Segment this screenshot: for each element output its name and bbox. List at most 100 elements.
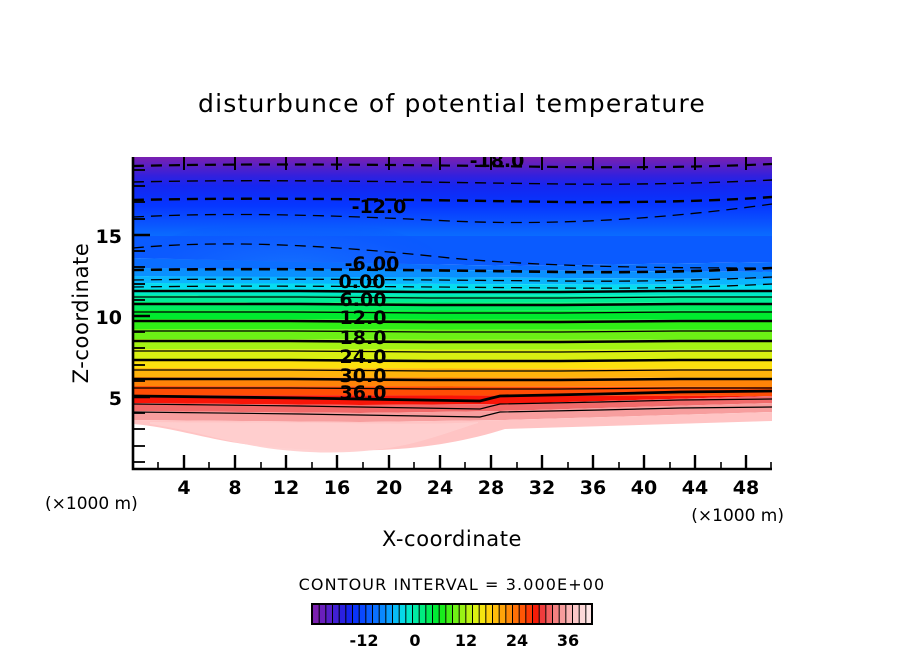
x-tick-labels: 4 8 12 16 20 24 28 32 36 40 44 48 — [177, 477, 759, 499]
contour-m17 — [133, 179, 772, 185]
y-axis-label: Z-coordinate — [69, 243, 93, 384]
x-tick-36: 36 — [580, 477, 606, 499]
colorbar-swatches — [312, 604, 593, 624]
y-tick-15: 15 — [96, 226, 122, 248]
colorbar-band — [398, 604, 406, 624]
band-fill-m3 — [133, 276, 772, 285]
colorbar-separator — [558, 604, 560, 624]
y-tick-10: 10 — [96, 307, 122, 329]
colorbar-band — [365, 604, 373, 624]
colorbar-band — [358, 604, 366, 624]
colorbar-band — [585, 604, 593, 624]
contour-36 — [133, 389, 772, 403]
contour-label-m18: -18.0 — [470, 150, 525, 172]
contour-6 — [133, 302, 772, 307]
colorbar-band — [372, 604, 380, 624]
colorbar-band — [538, 604, 546, 624]
colorbar-band — [578, 604, 586, 624]
contour-label-6: 6.00 — [340, 289, 387, 311]
colorbar-separator — [378, 604, 380, 624]
contour-27 — [133, 369, 772, 372]
band-fill-m9 — [133, 258, 772, 272]
colorbar-separator — [545, 604, 547, 624]
colorbar-band — [425, 604, 433, 624]
page-title: disturbunce of potential temperature — [198, 89, 706, 118]
x-tick-8: 8 — [228, 477, 241, 499]
colorbar-caption: CONTOUR INTERVAL = 3.000E+00 — [299, 575, 606, 594]
colorbar-band — [458, 604, 466, 624]
colorbar-separator — [472, 604, 473, 624]
contour-label-m6: -6.00 — [345, 253, 400, 275]
colorbar-band — [465, 604, 473, 624]
colorbar-separator — [525, 604, 527, 624]
x-tick-40: 40 — [631, 477, 657, 499]
contour-24 — [133, 358, 772, 363]
colorbar-separator — [338, 604, 340, 624]
x-axis-label: X-coordinate — [382, 527, 522, 551]
contour-m6 — [133, 266, 772, 274]
colorbar-separator — [392, 604, 393, 624]
contour-label-12: 12.0 — [340, 307, 387, 329]
x-tick-48: 48 — [733, 477, 759, 499]
band-fill-3 — [133, 295, 772, 303]
colorbar-band — [385, 604, 393, 624]
contour-m11 — [133, 203, 772, 224]
colorbar-band — [378, 604, 386, 624]
colorbar-band — [332, 604, 340, 624]
colorbar-separator — [478, 604, 480, 624]
colorbar-band — [485, 604, 493, 624]
colorbar-separator — [332, 604, 333, 624]
contour-m18 — [133, 162, 772, 169]
colorbar-separator — [518, 604, 520, 624]
colorbar-separator — [425, 604, 427, 624]
colorbar-tick-labels: -12 0 12 24 36 — [350, 631, 580, 650]
contour-label-18: 18.0 — [340, 327, 387, 349]
colorbar-outline — [311, 603, 593, 625]
x-tick-16: 16 — [324, 477, 350, 499]
colorbar-band — [338, 604, 346, 624]
colorbar-band — [452, 604, 460, 624]
contour-m9 — [133, 243, 772, 269]
colorbar-band — [552, 604, 560, 624]
band-fill-bulge — [150, 422, 478, 453]
colorbar-band — [545, 604, 553, 624]
contour-m12 — [133, 195, 772, 204]
colorbar-separator — [465, 604, 467, 624]
band-fill-39 — [133, 396, 772, 413]
colorbar-band — [525, 604, 533, 624]
colorbar-separator — [432, 604, 433, 624]
colorbar-band — [558, 604, 566, 624]
x-tick-4: 4 — [177, 477, 190, 499]
colorbar-separator — [418, 604, 420, 624]
colorbar-band — [405, 604, 413, 624]
colorbar-separator — [365, 604, 367, 624]
colorbar-separator — [445, 604, 447, 624]
colorbar-band — [572, 604, 580, 624]
colorbar-band — [532, 604, 540, 624]
x-axis-unit-label: (×1000 m) — [691, 506, 784, 526]
contour-label-m12: -12.0 — [352, 196, 407, 218]
colorbar-separator — [372, 604, 373, 624]
contour-12 — [133, 319, 772, 324]
colorbar-separator — [345, 604, 347, 624]
colorbar-band — [325, 604, 333, 624]
colorbar-tick-12: 12 — [455, 631, 477, 650]
negative-contours — [133, 162, 772, 289]
band-fill-42a — [133, 403, 772, 422]
colorbar-separator — [565, 604, 567, 624]
colorbar-band — [432, 604, 440, 624]
colorbar-separator — [405, 604, 407, 624]
colorbar-separator — [512, 604, 513, 624]
contour-30 — [133, 377, 772, 382]
colorbar-separator — [578, 604, 580, 624]
colorbar-band — [312, 604, 320, 624]
colorbar-separator — [358, 604, 360, 624]
contour-39 — [133, 398, 772, 410]
colorbar-separator — [352, 604, 353, 624]
colorbar-separator — [438, 604, 440, 624]
colorbar-band — [445, 604, 453, 624]
colorbar-separator — [325, 604, 327, 624]
colorbar-separator — [398, 604, 400, 624]
colorbar-separator — [532, 604, 533, 624]
